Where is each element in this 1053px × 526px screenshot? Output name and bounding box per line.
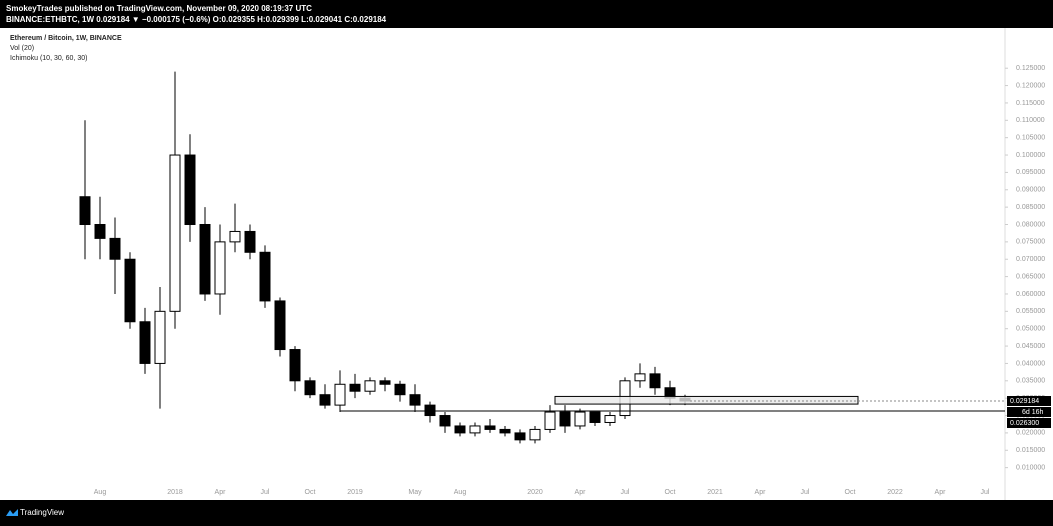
candle-body xyxy=(484,425,496,430)
y-tick-label: 0.075000 xyxy=(1016,239,1045,246)
candle-body xyxy=(229,230,241,243)
y-tick-label: 0.065000 xyxy=(1016,273,1045,280)
candle-body xyxy=(604,415,616,423)
candle-body xyxy=(439,415,451,427)
x-tick-label: Jul xyxy=(801,489,810,496)
y-tick-label: 0.110000 xyxy=(1016,117,1045,124)
zone-box xyxy=(554,395,859,405)
y-tick-label: 0.035000 xyxy=(1016,378,1045,385)
y-tick-label: 0.105000 xyxy=(1016,135,1045,142)
x-tick-label: Aug xyxy=(454,489,467,496)
countdown-label: 6d 16h xyxy=(1022,409,1044,416)
x-tick-label: Aug xyxy=(94,489,107,496)
x-tick-label: Jul xyxy=(621,489,630,496)
candle-body xyxy=(79,196,91,226)
y-tick-label: 0.020000 xyxy=(1016,430,1045,437)
candle-body xyxy=(454,425,466,434)
candle-body xyxy=(559,411,571,427)
legend-line: Ichimoku (10, 30, 60, 30) xyxy=(10,55,87,62)
y-tick-label: 0.100000 xyxy=(1016,152,1045,159)
candle-body xyxy=(319,394,331,406)
y-tick-label: 0.120000 xyxy=(1016,82,1045,89)
candle-body xyxy=(199,224,211,295)
y-tick-label: 0.015000 xyxy=(1016,447,1045,454)
x-tick-label: 2022 xyxy=(887,489,903,496)
support-price-box xyxy=(1007,418,1051,429)
candle-body xyxy=(109,237,121,260)
y-tick-label: 0.070000 xyxy=(1016,256,1045,263)
candle-body xyxy=(124,258,136,323)
candle-body xyxy=(214,241,226,295)
candle-body xyxy=(649,373,661,389)
candle-body xyxy=(514,432,526,441)
symbol-info: BINANCE:ETHBTC, 1W 0.029184 ▼ −0.000175 … xyxy=(6,15,387,24)
x-tick-label: 2018 xyxy=(167,489,183,496)
logo xyxy=(6,509,18,516)
y-tick-label: 0.010000 xyxy=(1016,464,1045,471)
legend-line: Ethereum / Bitcoin, 1W, BINANCE xyxy=(10,35,122,42)
candle-body xyxy=(244,230,256,253)
candle-body xyxy=(304,380,316,396)
y-tick-label: 0.050000 xyxy=(1016,326,1045,333)
chart-background xyxy=(0,28,1053,500)
candle-body xyxy=(409,394,421,406)
candle-body xyxy=(499,428,511,434)
x-tick-label: May xyxy=(408,489,422,496)
y-tick-label: 0.060000 xyxy=(1016,291,1045,298)
candle-body xyxy=(589,411,601,423)
y-tick-label: 0.045000 xyxy=(1016,343,1045,350)
candle-body xyxy=(634,373,646,382)
candle-body xyxy=(334,383,346,406)
candle-body xyxy=(169,154,181,312)
x-tick-label: 2021 xyxy=(707,489,723,496)
brand: TradingView xyxy=(20,508,65,517)
last-price-label: 0.029184 xyxy=(1010,398,1039,405)
candle-body xyxy=(364,380,376,392)
x-tick-label: Jul xyxy=(981,489,990,496)
x-tick-label: Apr xyxy=(755,489,767,496)
y-tick-label: 0.125000 xyxy=(1016,65,1045,72)
x-tick-label: 2019 xyxy=(347,489,363,496)
candle-body xyxy=(259,251,271,302)
candle-body xyxy=(424,404,436,417)
candle-body xyxy=(349,383,361,392)
candle-body xyxy=(379,380,391,385)
x-tick-label: 2020 xyxy=(527,489,543,496)
x-tick-label: Apr xyxy=(935,489,947,496)
candle-body xyxy=(574,411,586,427)
candle-body xyxy=(154,310,166,364)
support-price-label: 0.026300 xyxy=(1010,420,1039,427)
candle-body xyxy=(289,349,301,382)
candle-body xyxy=(394,383,406,396)
candle-body xyxy=(544,411,556,430)
x-tick-label: Jul xyxy=(261,489,270,496)
chart: Ethereum / Bitcoin, 1W, BINANCE Vol (20)… xyxy=(0,28,1053,500)
candle-body xyxy=(274,300,286,351)
candle-body xyxy=(94,224,106,239)
x-tick-label: Oct xyxy=(305,489,316,496)
y-tick-label: 0.085000 xyxy=(1016,204,1045,211)
y-tick-label: 0.055000 xyxy=(1016,308,1045,315)
candle-body xyxy=(529,428,541,441)
x-tick-label: Apr xyxy=(575,489,587,496)
candle-body xyxy=(184,154,196,226)
last-price-box xyxy=(1007,396,1051,407)
x-tick-label: Oct xyxy=(665,489,676,496)
y-tick-label: 0.040000 xyxy=(1016,360,1045,367)
y-tick-label: 0.115000 xyxy=(1016,100,1045,107)
publish-info: SmokeyTrades published on TradingView.co… xyxy=(6,4,312,13)
countdown-box xyxy=(1007,407,1051,418)
y-tick-label: 0.090000 xyxy=(1016,187,1045,194)
x-tick-label: Oct xyxy=(845,489,856,496)
candle-body xyxy=(469,425,481,434)
y-tick-label: 0.080000 xyxy=(1016,221,1045,228)
candle-body xyxy=(139,321,151,364)
legend-line: Vol (20) xyxy=(10,45,34,52)
x-tick-label: Apr xyxy=(215,489,227,496)
y-tick-label: 0.095000 xyxy=(1016,169,1045,176)
